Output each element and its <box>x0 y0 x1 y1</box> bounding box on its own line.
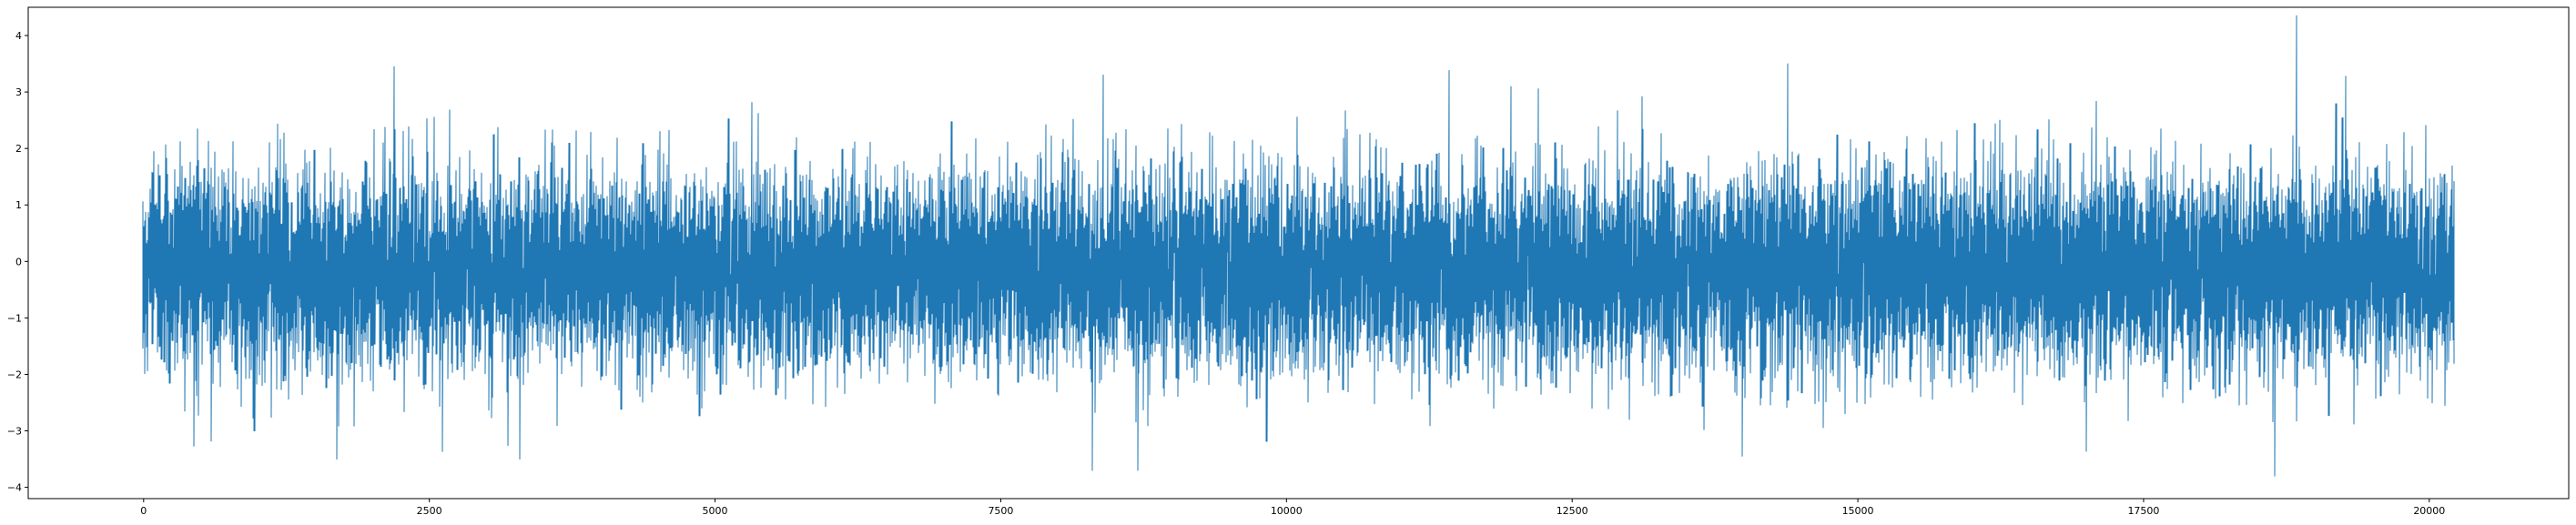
plot-area <box>142 15 2455 477</box>
x-tick-label: 17500 <box>2127 505 2159 517</box>
x-tick-label: 5000 <box>703 505 728 517</box>
y-tick-label: 2 <box>15 143 22 155</box>
y-tick-label: 3 <box>15 86 22 98</box>
y-tick-label: −2 <box>7 369 22 380</box>
x-tick-label: 7500 <box>988 505 1013 517</box>
y-tick-label: 4 <box>15 30 22 42</box>
x-tick-label: 2500 <box>417 505 442 517</box>
x-tick-label: 0 <box>140 505 147 517</box>
x-tick-label: 15000 <box>1842 505 1874 517</box>
y-tick-label: 0 <box>15 256 22 268</box>
y-tick-label: −1 <box>7 312 22 324</box>
x-tick-label: 10000 <box>1271 505 1303 517</box>
x-tick-label: 12500 <box>1557 505 1588 517</box>
y-tick-label: −4 <box>7 482 22 494</box>
series-line <box>142 15 2455 477</box>
axes-frame <box>27 6 2570 500</box>
x-tick-label: 20000 <box>2413 505 2445 517</box>
y-tick-label: −3 <box>7 426 22 438</box>
y-tick-label: 1 <box>15 199 22 211</box>
axes: 0 2500 5000 7500 10000 12500 15000 17500 20000 −4… <box>7 6 2570 517</box>
